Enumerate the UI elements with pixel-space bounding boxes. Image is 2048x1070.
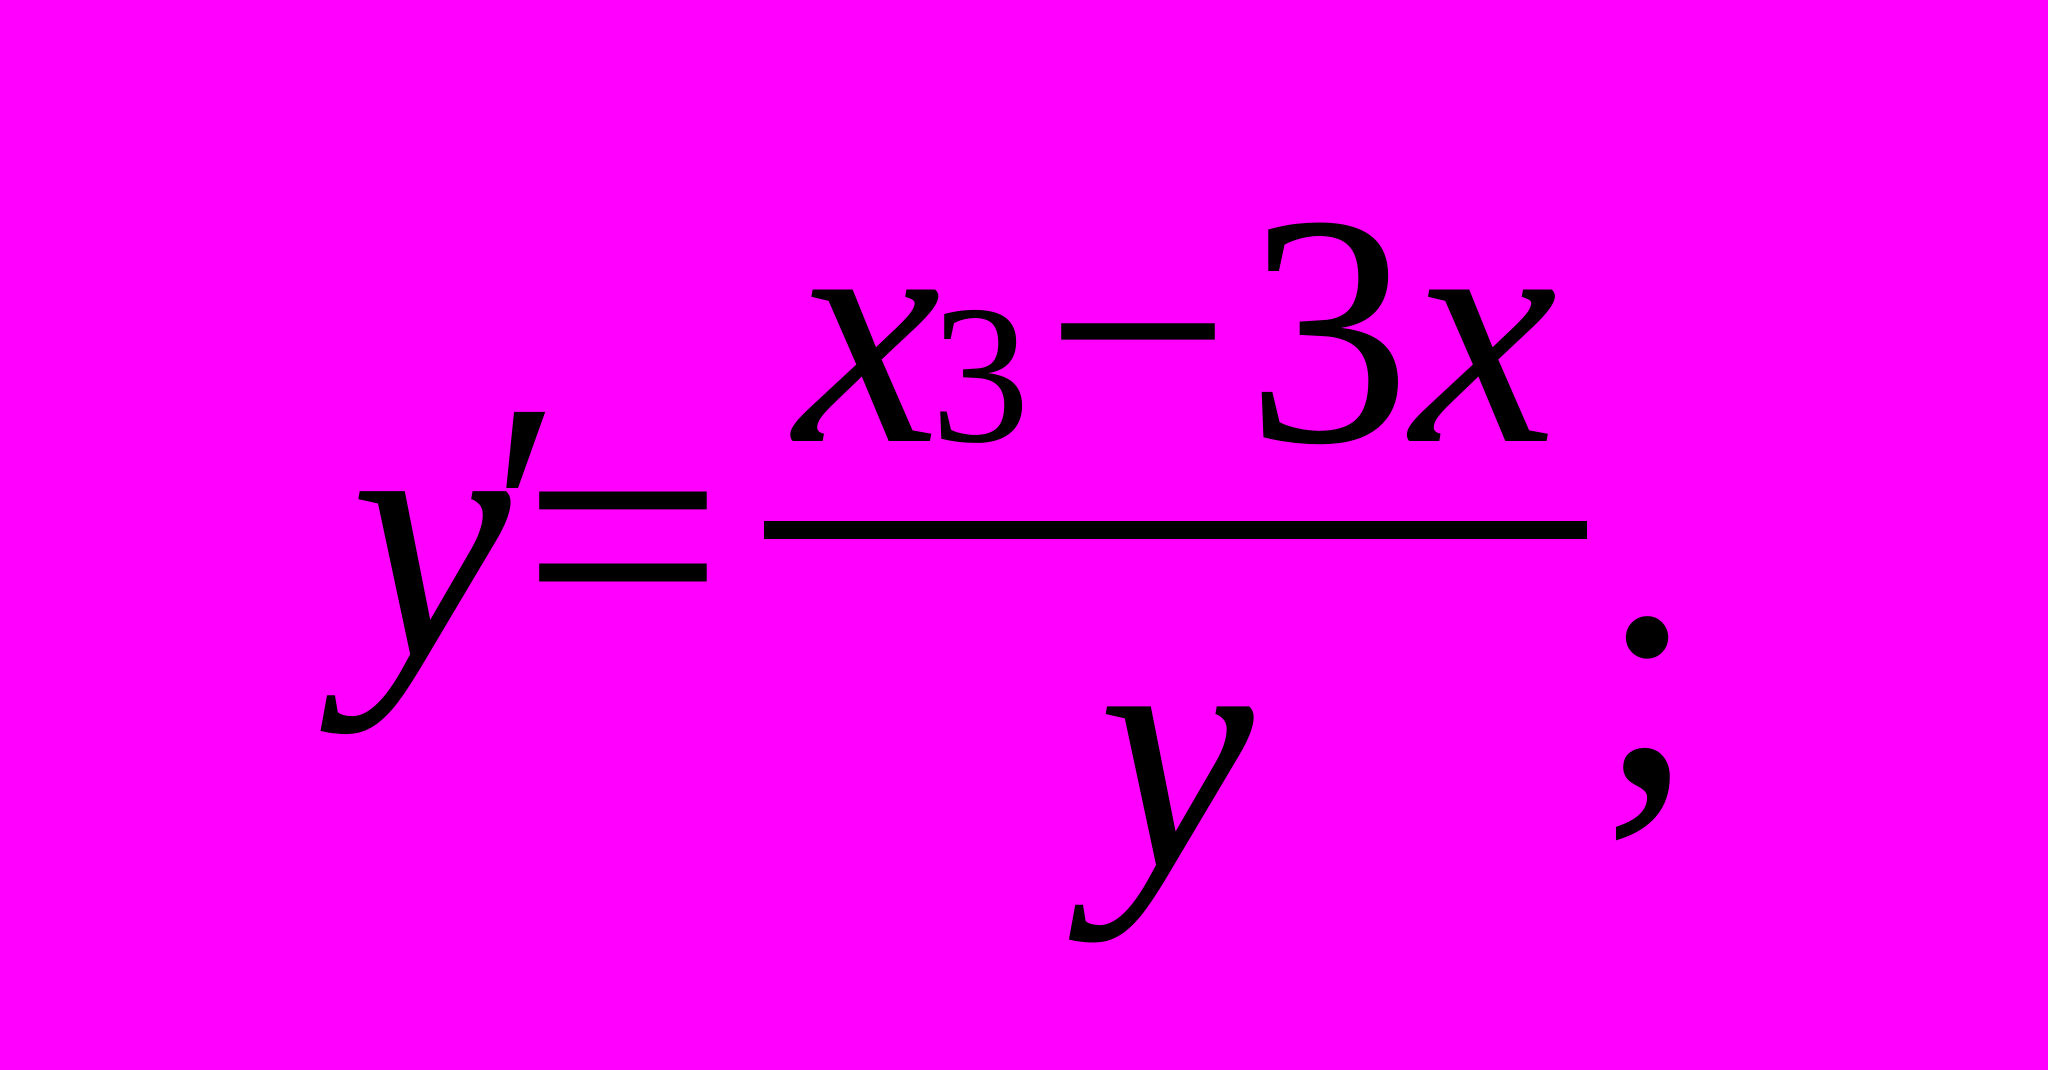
num-term2-var: x — [1411, 166, 1557, 496]
minus-sign: − — [1045, 166, 1231, 496]
differential-equation: y′ = x3−3x y ; — [251, 146, 1798, 924]
equals-sign: = — [521, 355, 724, 715]
numerator: x3−3x — [764, 166, 1587, 506]
fraction-bar — [764, 521, 1587, 539]
denominator: y — [1098, 554, 1253, 924]
num-term1-exp: 3 — [931, 276, 1030, 474]
semicolon: ; — [1597, 484, 1697, 844]
num-term2-coef: 3 — [1246, 166, 1411, 496]
lhs: y′ — [351, 354, 532, 715]
num-term1-base: x — [794, 166, 940, 496]
fraction: x3−3x y — [764, 166, 1587, 924]
